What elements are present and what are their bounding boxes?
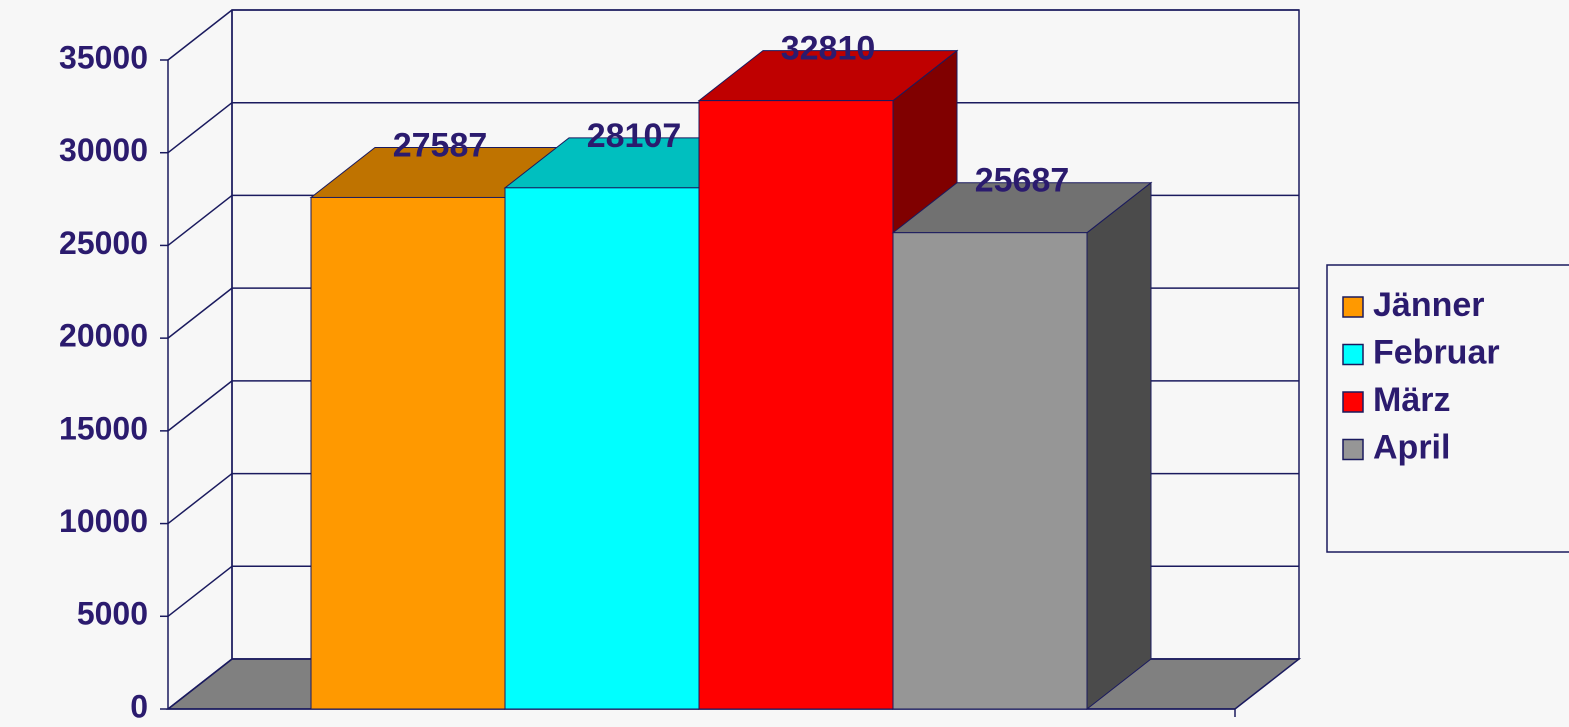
value-label: 32810 — [781, 30, 876, 68]
bar — [310, 196, 506, 710]
grid-line-side — [167, 472, 233, 525]
value-label: 28107 — [587, 117, 682, 155]
grid-line-side — [167, 380, 233, 432]
value-label: 25687 — [975, 162, 1070, 200]
legend-label: Jänner — [1373, 286, 1485, 324]
legend-box — [1326, 264, 1569, 553]
legend-label: April — [1373, 428, 1450, 466]
bar — [698, 100, 894, 710]
legend-label: Februar — [1373, 333, 1500, 371]
value-label: 27587 — [393, 126, 488, 164]
y-tick-label: 10000 — [59, 503, 148, 539]
grid-line-side — [167, 287, 233, 339]
legend-swatch — [1342, 343, 1364, 366]
bar — [504, 187, 700, 710]
y-tick-label: 35000 — [59, 39, 148, 75]
bar-side — [1086, 181, 1152, 711]
grid-line-side — [167, 658, 233, 710]
y-tick-label: 0 — [130, 688, 148, 724]
y-tick-label: 25000 — [59, 225, 148, 261]
grid-line-side — [167, 194, 233, 247]
legend-label: März — [1373, 381, 1450, 419]
y-tick-label: 20000 — [59, 318, 148, 354]
legend-swatch — [1342, 391, 1364, 413]
y-tick-label: 5000 — [77, 596, 148, 632]
legend-swatch — [1342, 296, 1364, 318]
bar — [892, 232, 1088, 710]
legend-swatch — [1342, 438, 1364, 461]
y-tick-label: 15000 — [59, 410, 148, 446]
grid-line-side — [167, 9, 233, 61]
grid-line-side — [167, 565, 233, 617]
y-tick-label: 30000 — [59, 132, 148, 168]
grid-line-side — [167, 102, 233, 154]
